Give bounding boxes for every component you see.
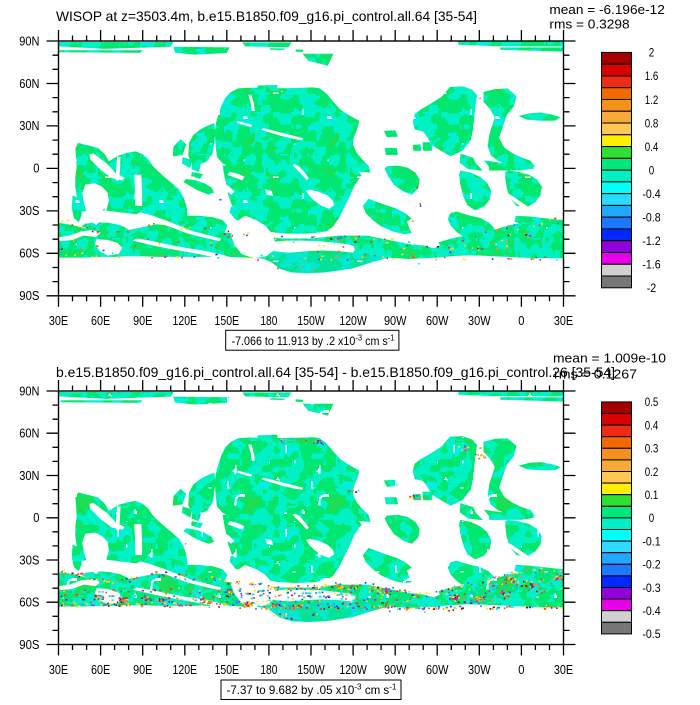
svg-text:150E: 150E	[215, 313, 240, 328]
svg-text:30W: 30W	[468, 313, 491, 328]
svg-text:30E: 30E	[49, 662, 68, 677]
svg-text:-0.4: -0.4	[642, 187, 661, 201]
svg-text:30N: 30N	[19, 119, 39, 133]
svg-text:90N: 90N	[19, 34, 39, 48]
svg-text:60E: 60E	[91, 662, 110, 677]
svg-text:120E: 120E	[173, 662, 198, 677]
svg-text:90S: 90S	[19, 638, 39, 652]
svg-text:0: 0	[33, 511, 39, 525]
svg-text:150E: 150E	[215, 662, 240, 677]
svg-text:180: 180	[260, 313, 277, 328]
svg-text:0: 0	[649, 511, 655, 525]
svg-text:60S: 60S	[19, 247, 39, 261]
svg-text:90E: 90E	[133, 313, 152, 328]
svg-text:-7.37 to 9.682 by .05 x10-3 cm: -7.37 to 9.682 by .05 x10-3 cm s-1	[227, 682, 397, 698]
svg-text:1.6: 1.6	[645, 69, 659, 83]
svg-text:150W: 150W	[297, 662, 325, 677]
svg-text:-0.4: -0.4	[642, 604, 661, 618]
svg-text:mean = 1.009e-10: mean = 1.009e-10	[553, 351, 666, 366]
svg-text:30E: 30E	[49, 313, 68, 328]
svg-text:0.4: 0.4	[645, 140, 659, 154]
svg-text:60N: 60N	[19, 77, 39, 91]
svg-text:120W: 120W	[339, 313, 367, 328]
svg-text:0.4: 0.4	[645, 418, 659, 432]
svg-text:0.3: 0.3	[645, 442, 659, 456]
svg-text:120W: 120W	[339, 662, 367, 677]
svg-text:0.8: 0.8	[645, 116, 659, 130]
svg-text:60W: 60W	[426, 662, 449, 677]
svg-text:120E: 120E	[173, 313, 198, 328]
svg-text:1.2: 1.2	[645, 93, 659, 107]
svg-text:-0.1: -0.1	[642, 534, 661, 548]
svg-text:150W: 150W	[297, 313, 325, 328]
svg-text:-0.5: -0.5	[642, 627, 661, 641]
svg-text:30S: 30S	[19, 553, 39, 567]
svg-text:60S: 60S	[19, 596, 39, 610]
svg-text:90E: 90E	[133, 662, 152, 677]
svg-text:-0.2: -0.2	[642, 558, 661, 572]
svg-text:-0.3: -0.3	[642, 581, 661, 595]
svg-text:30E: 30E	[554, 313, 573, 328]
svg-text:90W: 90W	[384, 313, 407, 328]
svg-text:2: 2	[649, 46, 655, 60]
svg-text:rms = 0.3298: rms = 0.3298	[549, 16, 629, 31]
svg-text:0.1: 0.1	[645, 488, 659, 502]
svg-text:0: 0	[518, 662, 524, 677]
svg-text:-7.066 to 11.913 by .2 x10-3 c: -7.066 to 11.913 by .2 x10-3 cm s-1	[232, 332, 395, 348]
svg-text:60W: 60W	[426, 313, 449, 328]
svg-text:90W: 90W	[384, 662, 407, 677]
svg-text:30S: 30S	[19, 204, 39, 218]
svg-text:rms = 0.1267: rms = 0.1267	[554, 366, 637, 381]
svg-text:0: 0	[649, 163, 655, 177]
svg-text:0: 0	[518, 313, 524, 328]
svg-text:30N: 30N	[19, 469, 39, 483]
svg-text:30W: 30W	[468, 662, 491, 677]
svg-text:60N: 60N	[19, 427, 39, 441]
svg-text:-1.2: -1.2	[642, 234, 661, 248]
svg-text:0.2: 0.2	[645, 465, 659, 479]
svg-text:0: 0	[33, 162, 39, 176]
svg-text:90N: 90N	[19, 384, 39, 398]
svg-text:180: 180	[260, 662, 277, 677]
svg-text:-0.8: -0.8	[642, 211, 661, 225]
svg-text:b.e15.B1850.f09_g16.pi_control: b.e15.B1850.f09_g16.pi_control.all.64 [3…	[56, 365, 615, 380]
svg-text:90S: 90S	[19, 289, 39, 303]
svg-text:WISOP at z=3503.4m, b.e15.B185: WISOP at z=3503.4m, b.e15.B1850.f09_g16.…	[56, 8, 477, 24]
svg-text:0.5: 0.5	[645, 395, 659, 409]
svg-text:60E: 60E	[91, 313, 110, 328]
svg-text:mean = -6.196e-12: mean = -6.196e-12	[549, 2, 664, 17]
svg-text:-2: -2	[647, 281, 657, 295]
svg-text:30E: 30E	[554, 662, 573, 677]
svg-text:-1.6: -1.6	[642, 258, 661, 272]
